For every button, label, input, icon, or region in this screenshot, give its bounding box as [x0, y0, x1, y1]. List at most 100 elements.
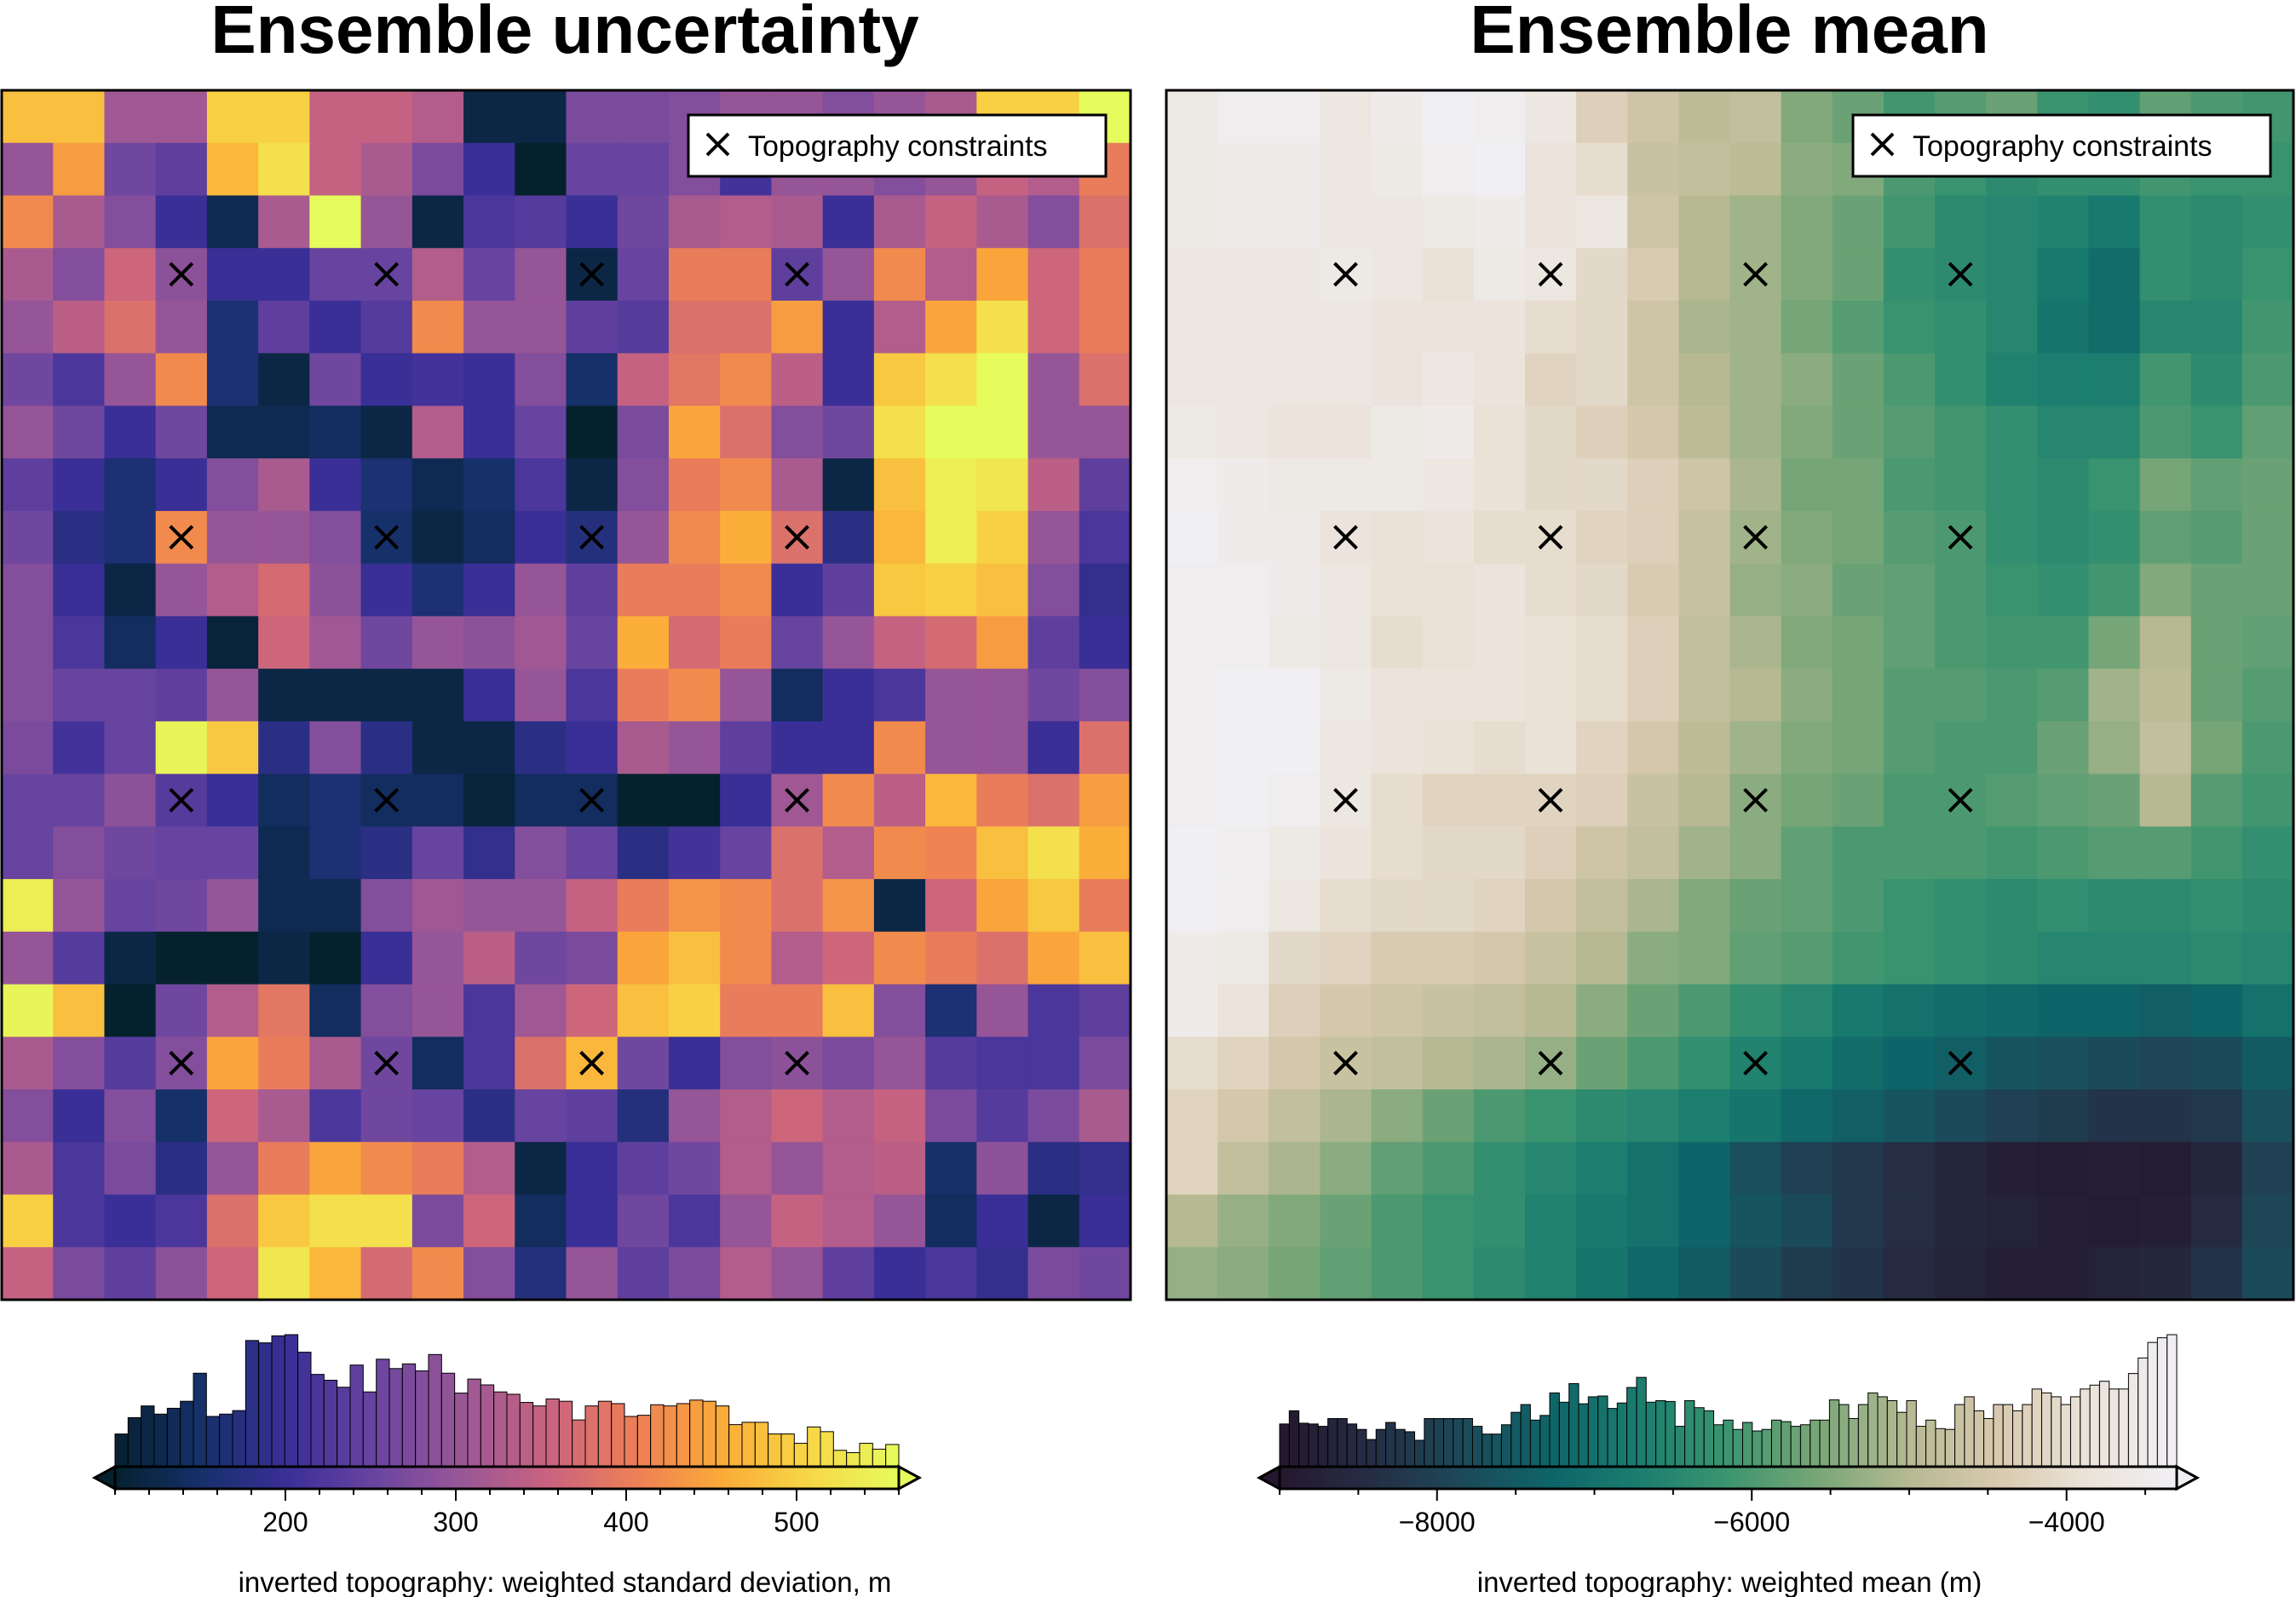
mean-cell — [1678, 300, 1731, 354]
uncertainty-cell — [360, 300, 413, 354]
mean-cell — [1217, 195, 1269, 249]
uncertainty-cell — [309, 90, 362, 144]
uncertainty-colorbar-gradient — [113, 1465, 901, 1491]
mean-cell — [1422, 984, 1475, 1037]
mean-histogram-bar — [1935, 1428, 1946, 1468]
mean-cell — [1320, 984, 1372, 1037]
mean-histogram-bar — [1337, 1417, 1348, 1468]
uncertainty-cell — [104, 142, 157, 197]
uncertainty-cell — [155, 405, 208, 459]
uncertainty-cell — [515, 1141, 567, 1196]
uncertainty-cell — [515, 826, 567, 880]
mean-cell — [1371, 353, 1424, 407]
mean-cell — [2037, 195, 2090, 249]
mean-cell — [1422, 510, 1475, 565]
uncertainty-tick-label: 400 — [603, 1507, 648, 1537]
uncertainty-histogram-bar — [663, 1405, 677, 1468]
uncertainty-cell — [668, 879, 721, 933]
uncertainty-cell — [617, 721, 670, 775]
mean-colorbar — [1256, 1464, 2201, 1491]
uncertainty-cell — [206, 931, 259, 985]
mean-cell — [1935, 405, 1987, 459]
mean-cell — [1269, 1089, 1321, 1143]
mean-cell — [1781, 195, 1833, 249]
uncertainty-cell — [258, 90, 310, 144]
uncertainty-cell — [2, 931, 54, 985]
mean-cell — [2037, 405, 2090, 459]
mean-cell — [1832, 1089, 1885, 1143]
uncertainty-cell — [566, 405, 619, 459]
mean-histogram-bar — [1713, 1424, 1724, 1468]
mean-cell — [1678, 405, 1731, 459]
mean-cell — [1524, 1089, 1577, 1143]
mean-constraint-markers — [1333, 261, 1973, 1076]
mean-cell — [1524, 616, 1577, 669]
uncertainty-cell — [515, 1037, 567, 1090]
mean-cell — [2088, 353, 2141, 407]
mean-cell — [1935, 1141, 1987, 1196]
mean-cell — [1166, 616, 1218, 669]
mean-cell — [1269, 300, 1321, 354]
mean-cell — [1781, 353, 1833, 407]
uncertainty-cell — [668, 773, 721, 827]
mean-cell — [2088, 195, 2141, 249]
uncertainty-cell — [822, 721, 875, 775]
mean-histogram-bar — [1549, 1392, 1560, 1468]
mean-cell — [1166, 721, 1218, 775]
uncertainty-constraint-marker — [579, 788, 605, 813]
mean-cell — [2139, 458, 2192, 512]
mean-cell — [1524, 1194, 1577, 1248]
mean-cell — [1371, 1247, 1424, 1301]
mean-cell — [1832, 248, 1885, 302]
mean-cell — [1781, 405, 1833, 459]
mean-colorbar-ticks: −8000 −6000 −4000 — [1279, 1489, 2147, 1537]
uncertainty-cell — [873, 1194, 926, 1248]
mean-cell — [2190, 721, 2243, 775]
mean-cell — [1422, 563, 1475, 617]
uncertainty-cell — [2, 879, 54, 933]
mean-histogram-bar — [1462, 1417, 1473, 1468]
mean-cell — [1371, 1141, 1424, 1196]
mean-cell — [1627, 669, 1679, 722]
mean-cell — [1986, 721, 2038, 775]
mean-cell — [1576, 931, 1628, 985]
mean-cell — [1217, 90, 1269, 144]
uncertainty-cell — [360, 1089, 413, 1143]
mean-cell — [1371, 669, 1424, 722]
uncertainty-cell — [566, 931, 619, 985]
uncertainty-cell — [1079, 458, 1131, 512]
mean-cell — [1422, 721, 1475, 775]
mean-cell — [1935, 300, 1987, 354]
mean-histogram-bar — [1356, 1428, 1367, 1468]
uncertainty-cell — [771, 931, 824, 985]
uncertainty-cell — [258, 248, 310, 302]
uncertainty-cell — [873, 1141, 926, 1196]
mean-histogram-bar — [1954, 1404, 1965, 1468]
mean-cell — [1371, 510, 1424, 565]
mean-cell — [1422, 773, 1475, 827]
mean-cell — [1576, 405, 1628, 459]
mean-cell — [2241, 1194, 2294, 1248]
mean-histogram-bar — [1395, 1428, 1406, 1468]
mean-cell — [2190, 1141, 2243, 1196]
mean-cell — [1422, 1089, 1475, 1143]
mean-histogram-bar — [1511, 1411, 1522, 1468]
mean-histogram-bar — [1288, 1410, 1300, 1468]
mean-cell — [1422, 1194, 1475, 1248]
uncertainty-cell — [53, 1037, 106, 1090]
mean-histogram-bar — [1529, 1419, 1541, 1468]
mean-cell — [1986, 1089, 2038, 1143]
mean-histogram-bar — [1983, 1417, 1994, 1468]
uncertainty-cell — [566, 669, 619, 722]
uncertainty-cell — [976, 773, 1029, 827]
mean-histogram-bar — [1896, 1411, 1908, 1468]
mean-cell — [2241, 1141, 2294, 1196]
mean-cell — [1627, 826, 1679, 880]
mean-cell — [2241, 405, 2294, 459]
uncertainty-cell — [309, 142, 362, 197]
mean-cell — [1627, 248, 1679, 302]
mean-cell — [2139, 773, 2192, 827]
uncertainty-cell — [515, 510, 567, 565]
uncertainty-cell — [53, 458, 106, 512]
uncertainty-cell — [309, 773, 362, 827]
